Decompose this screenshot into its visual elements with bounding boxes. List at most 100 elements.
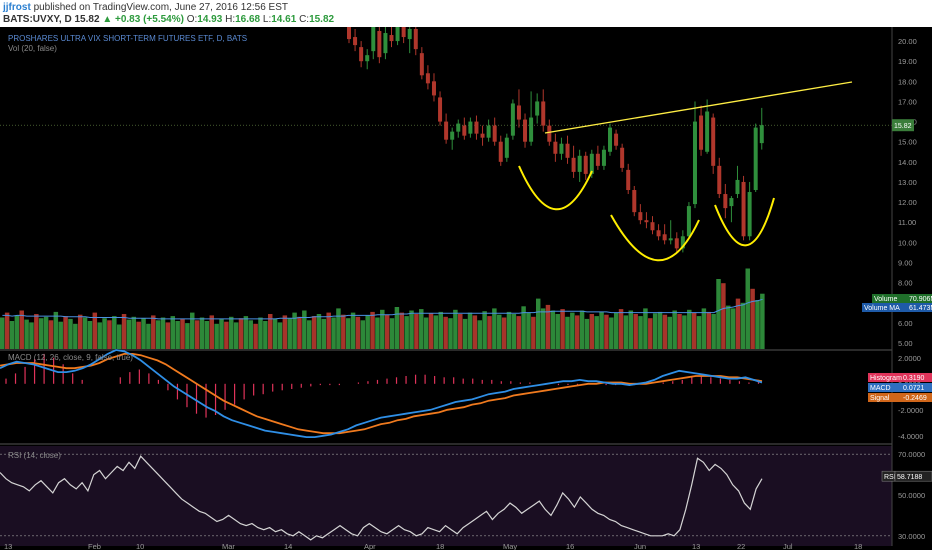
candle-body [626,169,631,191]
volume-bar [428,313,434,349]
price-chart[interactable]: 20.0019.0018.0017.0016.0015.0014.0013.00… [0,27,932,550]
candle-body [747,192,752,237]
candle [383,27,388,60]
volume-bar [467,312,473,349]
volume-bar [58,321,63,349]
macd-line [0,349,763,439]
x-tick-label: 14 [284,542,292,550]
volume-bar [136,321,141,349]
volume-bar [214,323,219,349]
candle-body [431,81,436,96]
price-tick-label: 14.00 [898,158,917,167]
volume-bar [638,316,643,349]
low-label: L: [262,14,272,25]
volume-bar [190,312,195,349]
volume-bar [652,313,658,349]
volume-bar [155,320,161,349]
candle-body [456,123,461,132]
price-tick-label: 8.00 [898,279,913,288]
candle-body [662,234,667,241]
volume-bar [711,314,716,349]
candle [662,224,667,245]
volume-bar [43,316,49,349]
macd-pane[interactable] [0,349,763,439]
last-price-badge-label: 15.82 [894,123,912,130]
volume-bar [740,302,746,349]
volume-bar [633,314,638,349]
candle-body [389,35,394,42]
rsi-tick-label: 30.0000 [898,532,925,541]
volume-bar [336,308,341,349]
volume-bar [448,318,453,349]
volume-bar [687,309,692,349]
volume-bar [116,324,122,349]
rsi-pane[interactable] [0,453,892,541]
volume-bar [672,310,677,349]
volume-bar [535,298,541,349]
volume-bar [68,318,73,349]
candle-body [371,27,376,52]
author-link[interactable]: jjfrost [3,2,31,13]
candle-body [741,181,746,237]
volume-bar [384,314,390,349]
candle [638,204,643,225]
candle [462,117,467,140]
candle-body [486,125,491,138]
x-tick-label: Feb [88,542,101,550]
candle-body [571,157,576,172]
volume-ma-value-badge [908,303,932,312]
volume-bar [677,314,682,349]
candle-body [723,194,728,209]
chart-title: PROSHARES ULTRA VIX SHORT-TERM FUTURES E… [8,34,247,43]
volume-bar [404,316,409,349]
volume-bar [667,316,673,349]
candle-body [583,155,588,174]
volume-bar [682,315,687,349]
high-value: 16.68 [235,14,261,25]
volume-ma-value-label: 61.473M [909,305,932,312]
volume-bar [238,318,244,349]
volume-bar [531,316,536,349]
left-shoulder-curve [518,165,593,211]
volume-bar [185,323,190,349]
volume-bar [233,322,239,349]
volume-bar [648,318,653,349]
candle-body [407,29,412,40]
volume-bar [443,316,448,349]
candle-body [705,111,710,152]
candles[interactable] [347,27,764,253]
volume-bar [594,316,599,349]
volume-bar [487,316,492,349]
volume-bar [170,316,176,349]
candle-body [608,127,613,152]
volume-bar [628,310,634,349]
volume-bar [350,312,356,349]
volume-bar [97,322,102,349]
candle-body [729,198,734,207]
volume-bar [560,309,565,349]
open-label: O: [186,14,198,25]
candle-body [620,147,625,168]
candle [717,157,722,199]
volume-bar [48,320,54,349]
rsi-tick-label: 50.0000 [898,491,925,500]
symbol-name[interactable]: BATS:UVXY, D [3,14,72,25]
volume-bar [19,310,24,349]
rsi-value-badge [894,470,932,482]
rsi-tick-label: 70.0000 [898,450,925,459]
price-tick-label: 17.00 [898,97,917,106]
rsi-background [0,446,892,546]
candle-body [668,238,673,241]
volume-bar [321,318,327,349]
volume-bar [389,318,395,349]
candle [401,27,406,44]
candle [656,224,661,241]
volume-bar [160,317,166,349]
candle-body [516,105,521,120]
x-tick-label: 13 [4,542,12,550]
volume-bar [721,283,726,349]
volume-bar [716,279,721,349]
candle [407,27,412,54]
rsi-legend-label: RSI [884,474,896,481]
head-curve [610,214,700,262]
